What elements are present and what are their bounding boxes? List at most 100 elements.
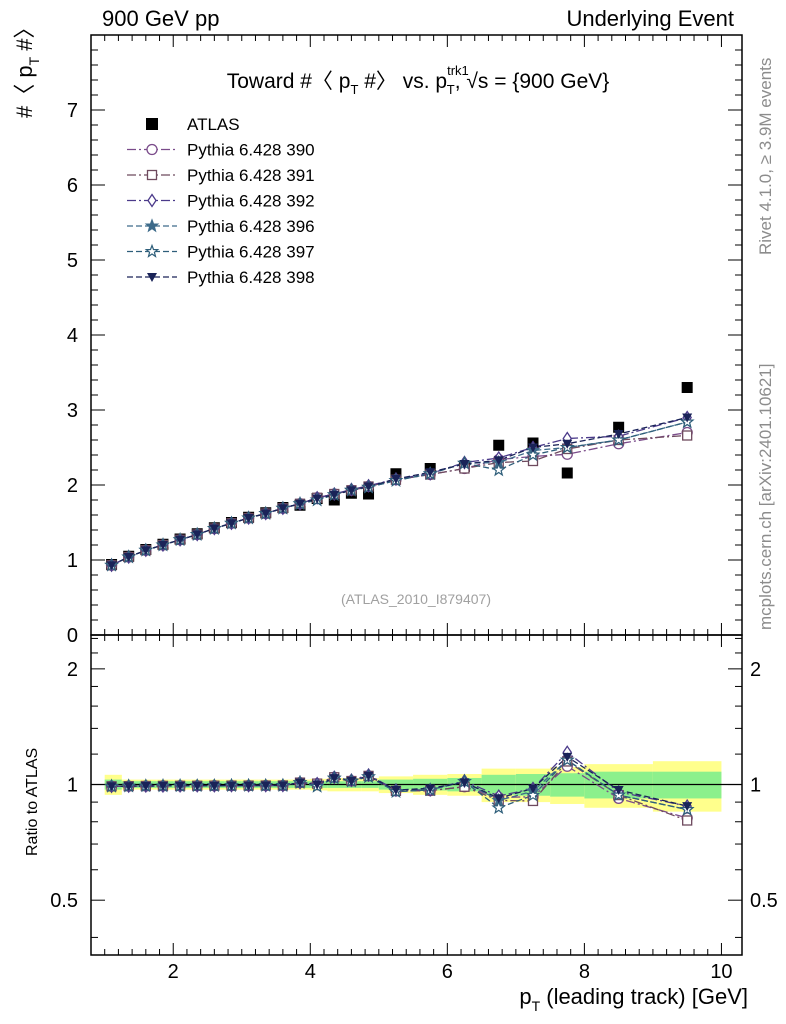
ratio-point [425, 784, 436, 794]
ratio-point [493, 794, 504, 804]
x-tick-label: 6 [442, 961, 453, 983]
axes: 2 4 6 8 10 0 1 2 3 4 5 6 7 0.5 0.5 1 1 2 2 [50, 34, 778, 983]
series-line-ratio [111, 751, 688, 807]
data-point [527, 443, 538, 453]
data-point [363, 488, 375, 500]
legend-label: Pythia 6.428 397 [187, 243, 315, 262]
series-line-main [111, 421, 688, 566]
data-point [390, 475, 401, 484]
legend-marker [147, 273, 157, 282]
ratio-point [682, 802, 693, 812]
ratio-point [277, 781, 288, 791]
data-point [681, 382, 693, 393]
ratio-point [175, 781, 186, 791]
legend-label: Pythia 6.428 398 [187, 268, 315, 287]
header-right: Underlying Event [566, 6, 734, 31]
legend-marker [146, 169, 158, 181]
data-point [295, 499, 306, 509]
ratio-point [346, 777, 357, 787]
data-point [192, 530, 203, 540]
data-point [561, 467, 573, 479]
legend-label: Pythia 6.428 390 [187, 141, 315, 160]
legend-label: ATLAS [187, 115, 240, 134]
data-point [493, 439, 505, 451]
series-line-main [111, 416, 688, 566]
data-point [613, 430, 624, 439]
chart-title: Toward #〈 pT #〉 vs. ptrk1 T, √s = {900 Ge… [227, 63, 610, 97]
ratio-point [491, 800, 507, 815]
data-point [493, 456, 504, 466]
data-point [312, 494, 323, 504]
ratio-point [209, 781, 220, 791]
legend-marker [146, 143, 158, 156]
ratio-point [363, 771, 374, 781]
data-point [106, 561, 117, 571]
y-tick-label: 5 [67, 250, 78, 272]
x-axis-label: pT (leading track) [GeV] [519, 984, 748, 1014]
legend-marker [147, 193, 157, 208]
y-tick-label: 2 [67, 475, 78, 497]
y-tick-label: 4 [67, 325, 78, 347]
ratio-tick-label-right: 2 [750, 659, 761, 681]
ratio-point [157, 781, 168, 791]
data-point [613, 421, 625, 433]
data-point [175, 535, 186, 545]
data-point [277, 504, 288, 514]
legend: ATLAS Pythia 6.428 390 Pythia 6.428 391 Pyt… [127, 115, 315, 287]
series-markers [104, 382, 695, 826]
data-point [611, 432, 627, 447]
legend-label: Pythia 6.428 392 [187, 192, 315, 211]
data-point [329, 490, 340, 500]
series-line-main [111, 416, 688, 566]
data-point [260, 509, 271, 519]
y-tick-label: 3 [67, 400, 78, 422]
y-tick-label: 6 [67, 175, 78, 197]
data-point [682, 413, 693, 423]
ratio-point [106, 782, 117, 792]
data-point [226, 519, 237, 529]
data-point [157, 541, 168, 550]
ratio-point [243, 781, 254, 791]
legend-marker [144, 218, 160, 233]
data-point [525, 447, 541, 462]
data-point [682, 430, 693, 441]
y-axis-label: #〈 pT #〉 [12, 16, 42, 118]
ratio-point [192, 781, 203, 791]
ratio-point [260, 781, 271, 791]
x-tick-label: 4 [305, 961, 316, 983]
ratio-point [682, 815, 693, 826]
ratio-tick-label-right: 0.5 [750, 890, 778, 912]
x-tick-label: 8 [579, 961, 590, 983]
ratio-point [390, 786, 401, 796]
ratio-y-axis-label: Ratio to ATLAS [24, 748, 41, 856]
ratio-point [525, 787, 541, 802]
data-point [562, 439, 573, 449]
ratio-point [226, 781, 237, 791]
ratio-plot-frame [90, 634, 743, 956]
data-point [491, 462, 507, 477]
series-line-main [111, 431, 688, 566]
ratio-point [329, 774, 340, 784]
legend-marker [146, 118, 158, 130]
data-point [363, 482, 374, 492]
header-left: 900 GeV pp [102, 6, 220, 31]
ratio-point [123, 782, 134, 792]
x-tick-label: 2 [168, 961, 179, 983]
data-point [209, 524, 220, 534]
ratio-point [613, 786, 624, 796]
data-point [459, 460, 470, 469]
ratio-point [562, 752, 573, 762]
ratio-tick-label-left: 2 [67, 659, 78, 681]
x-tick-label: 10 [710, 961, 732, 983]
y-tick-label: 7 [67, 100, 78, 122]
ratio-point [312, 780, 323, 790]
ratio-tick-label-left: 1 [67, 775, 78, 797]
ratio-point [459, 778, 470, 788]
legend-marker [144, 243, 160, 258]
y-tick-label: 0 [67, 625, 78, 647]
data-point [140, 546, 151, 556]
ratio-point [140, 781, 151, 791]
data-point [123, 553, 134, 562]
ratio-point [295, 778, 306, 788]
